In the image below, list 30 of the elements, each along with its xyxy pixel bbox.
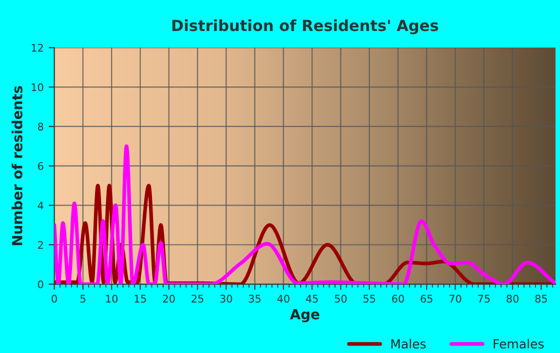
x-axis-title: Age (290, 309, 320, 322)
x-tick-label: 60 (392, 294, 404, 303)
legend-label: Males (391, 338, 426, 349)
x-tick-label: 40 (277, 294, 290, 303)
x-tick-label: 65 (420, 294, 432, 303)
x-tick-label: 85 (535, 294, 547, 303)
x-tick-label: 50 (334, 294, 347, 303)
x-tick-label: 80 (506, 294, 518, 303)
y-tick-label: 8 (38, 122, 44, 131)
y-tick-label: 2 (38, 240, 43, 249)
x-tick-label: 35 (248, 294, 261, 303)
y-axis-title: Number of residents (12, 86, 22, 246)
x-tick-label: 0 (52, 294, 57, 303)
y-tick-label: 6 (38, 162, 44, 170)
x-tick-label: 70 (450, 294, 462, 303)
y-tick-label: 10 (32, 83, 44, 92)
y-tick-label: 12 (32, 44, 43, 52)
x-tick-label: 10 (106, 294, 118, 303)
x-tick-label: 75 (478, 294, 490, 303)
y-tick-label: 0 (38, 280, 44, 288)
legend-label: Females (494, 338, 544, 349)
x-tick-label: 25 (192, 294, 204, 303)
x-tick-label: 55 (364, 294, 376, 303)
x-tick-label: 45 (306, 294, 318, 303)
chart-title: Distribution of Residents' Ages (172, 19, 438, 34)
y-tick-label: 4 (38, 202, 44, 210)
x-tick-label: 20 (163, 294, 175, 303)
x-tick-label: 30 (220, 294, 232, 303)
x-tick-label: 5 (80, 294, 86, 303)
x-tick-label: 15 (134, 294, 146, 303)
